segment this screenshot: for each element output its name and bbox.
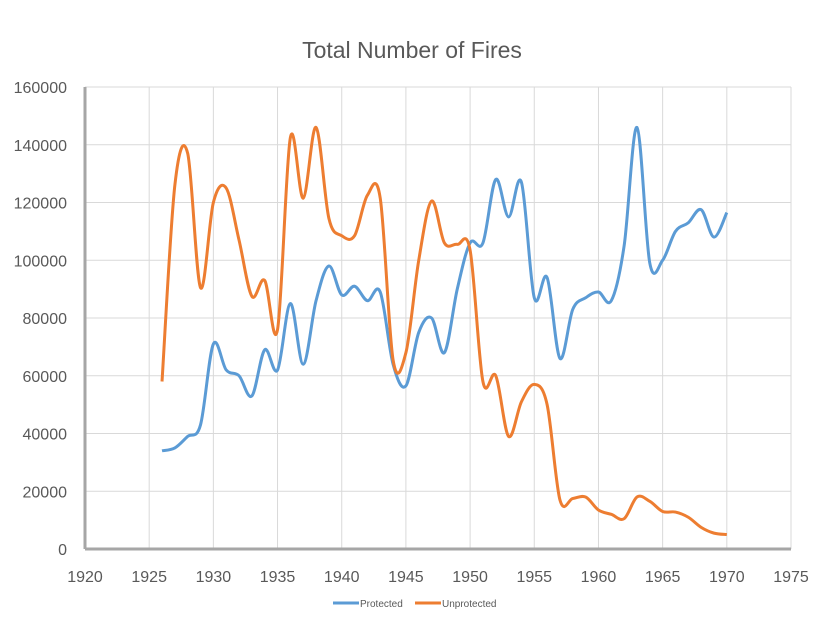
y-tick-label: 60000 — [23, 369, 68, 386]
x-tick-label: 1950 — [452, 569, 488, 586]
gridlines — [83, 86, 792, 551]
y-axis-ticks: 0 20000 40000 60000 80000 100000 120000 140000 1… — [14, 80, 67, 559]
series-line-protected — [161, 125, 729, 453]
x-tick-label: 1945 — [388, 569, 424, 586]
x-tick-label: 1970 — [709, 569, 745, 586]
legend: Protected Unprotected — [333, 599, 496, 610]
x-tick-label: 1935 — [260, 569, 296, 586]
series-line-unprotected — [160, 125, 727, 537]
y-tick-label: 160000 — [14, 80, 67, 97]
x-axis-ticks: 1920 1925 1930 1935 1940 1945 1950 1955 1960 1965… — [67, 569, 809, 586]
y-tick-label: 80000 — [23, 311, 68, 328]
chart-title: Total Number of Fires — [302, 37, 522, 63]
series-lines — [160, 125, 729, 537]
x-tick-label: 1975 — [773, 569, 809, 586]
x-tick-label: 1940 — [324, 569, 360, 586]
x-tick-label: 1965 — [645, 569, 681, 586]
y-tick-label: 100000 — [14, 253, 67, 270]
legend-label-unprotected: Unprotected — [442, 599, 496, 610]
x-tick-label: 1930 — [196, 569, 232, 586]
y-tick-label: 40000 — [23, 427, 68, 444]
x-tick-label: 1925 — [131, 569, 167, 586]
x-tick-label: 1955 — [516, 569, 552, 586]
x-tick-label: 1960 — [581, 569, 617, 586]
y-tick-label: 120000 — [14, 196, 67, 213]
x-tick-label: 1920 — [67, 569, 103, 586]
y-tick-label: 140000 — [14, 138, 67, 155]
y-tick-label: 0 — [58, 542, 67, 559]
legend-label-protected: Protected — [360, 599, 403, 610]
y-tick-label: 20000 — [23, 484, 68, 501]
